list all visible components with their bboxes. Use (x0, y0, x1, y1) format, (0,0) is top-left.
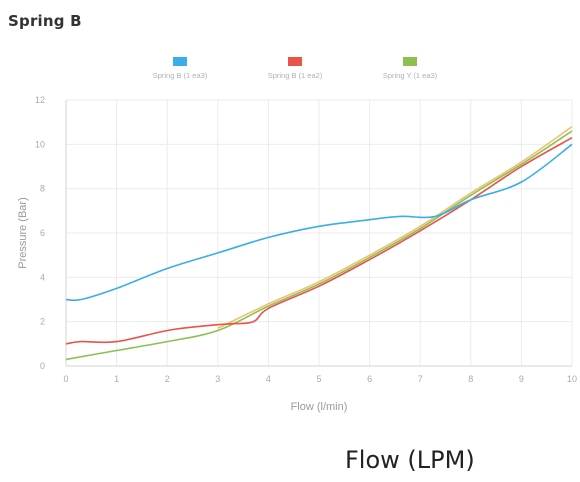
page-title: Spring B (8, 12, 82, 30)
legend-label: Spring B (1 ea2) (268, 71, 323, 80)
series-line-1 (65, 143, 573, 302)
y-tick-label: 8 (40, 184, 45, 194)
x-tick-label: 4 (266, 374, 271, 384)
legend-swatch (403, 57, 417, 66)
x-tick-label: 9 (519, 374, 524, 384)
y-tick-label: 6 (40, 228, 45, 238)
x-tick-label: 5 (316, 374, 321, 384)
x-axis-label: Flow (l/min) (291, 401, 348, 413)
legend-swatch (173, 57, 187, 66)
series-lines (65, 125, 573, 361)
x-tick-labels: 0 1 2 3 4 5 6 7 8 9 10 (63, 374, 577, 384)
series-line-3 (65, 130, 573, 361)
x-tick-label: 0 (63, 374, 68, 384)
legend-label: Spring Y (1 ea3) (383, 71, 438, 80)
x-tick-label: 3 (215, 374, 220, 384)
y-tick-label: 4 (40, 272, 45, 282)
y-tick-label: 12 (35, 95, 45, 105)
flow-caption: Flow (LPM) (345, 446, 475, 474)
x-tick-label: 10 (567, 374, 577, 384)
series-line-4 (217, 125, 573, 330)
chart-grid (65, 99, 573, 367)
y-tick-labels: 0 2 4 6 8 10 12 (35, 95, 45, 371)
x-tick-label: 8 (468, 374, 473, 384)
legend-swatch (288, 57, 302, 66)
x-tick-label: 7 (418, 374, 423, 384)
chart-legend: Spring B (1 ea3) Spring B (1 ea2) Spring Y… (153, 57, 438, 80)
x-tick-label: 1 (114, 374, 119, 384)
chart-axes (65, 100, 572, 367)
x-tick-label: 6 (367, 374, 372, 384)
y-axis-label: Pressure (Bar) (17, 197, 29, 269)
x-tick-label: 2 (165, 374, 170, 384)
y-tick-label: 2 (40, 317, 45, 327)
legend-label: Spring B (1 ea3) (153, 71, 208, 80)
y-tick-label: 0 (40, 361, 45, 371)
y-tick-label: 10 (35, 139, 45, 149)
